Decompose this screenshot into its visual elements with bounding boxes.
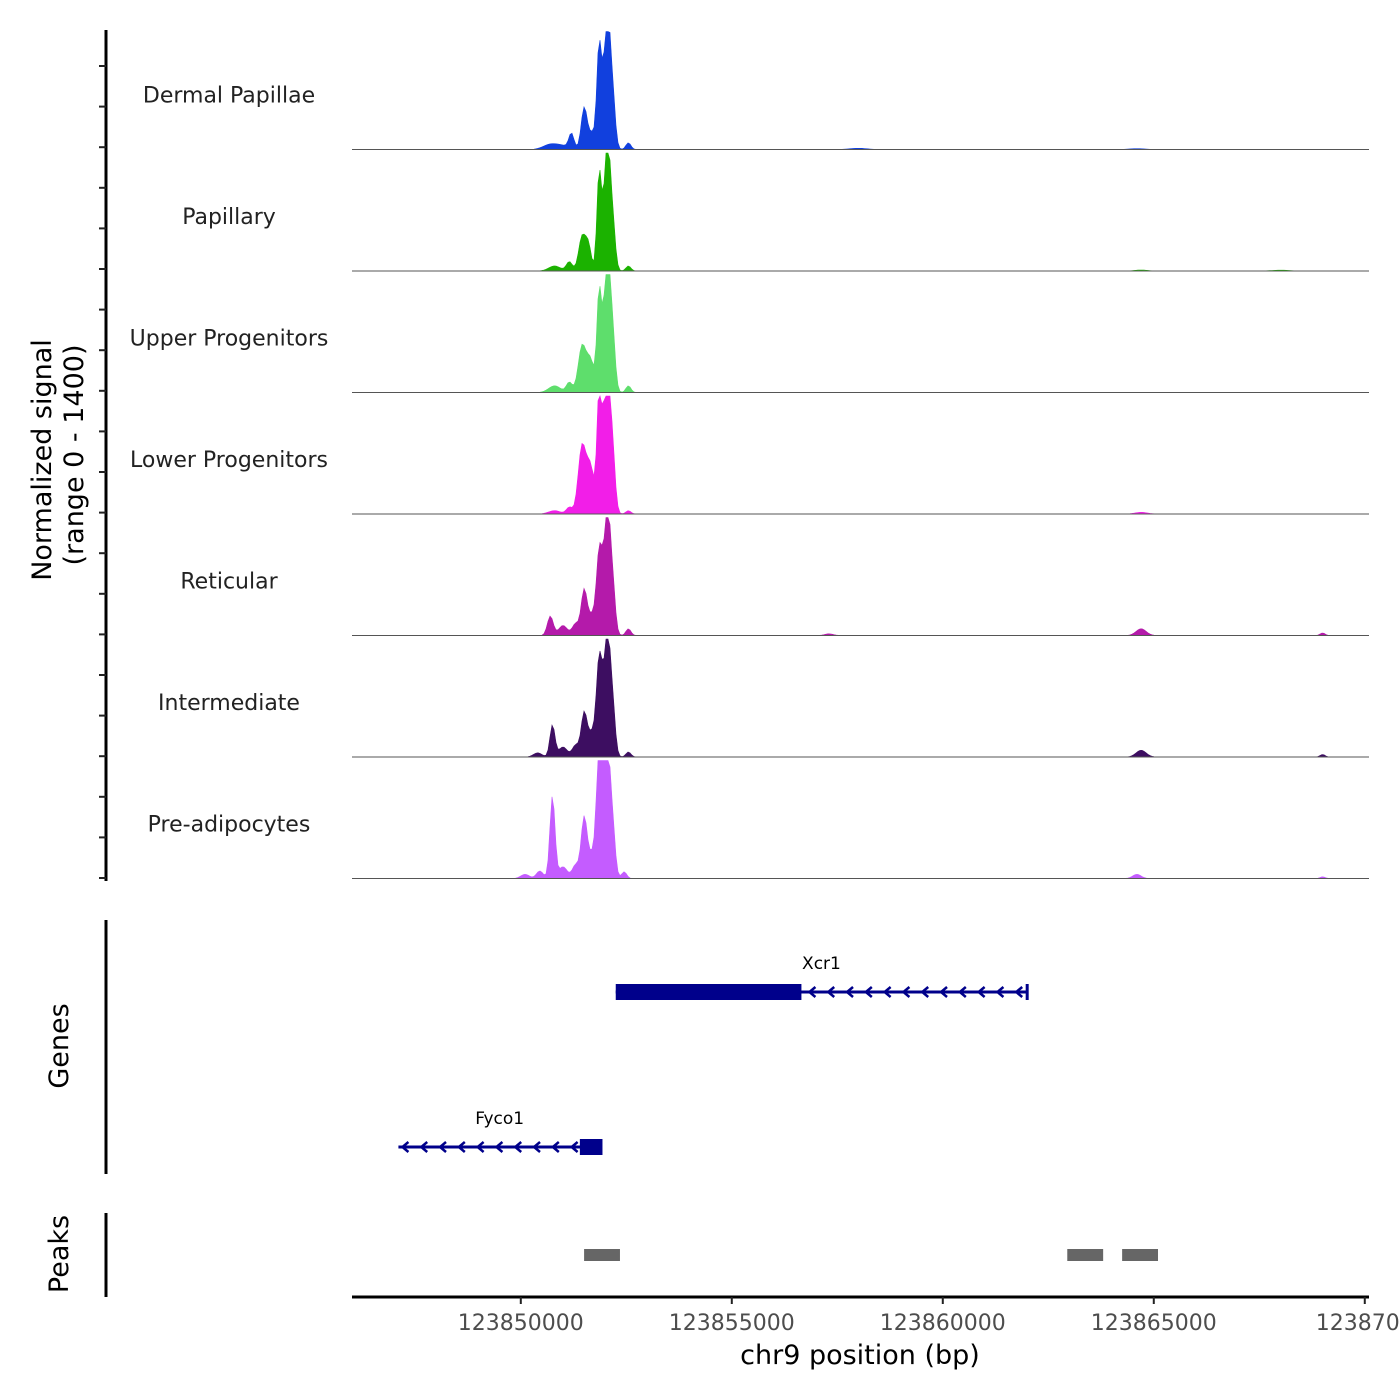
peaks-axis-label: Peaks	[44, 1215, 75, 1293]
track-label: Upper Progenitors	[130, 327, 329, 352]
track-papillary: Papillary	[182, 152, 1369, 272]
track-reticular: Reticular	[180, 517, 1369, 636]
track-lower-progenitors: Lower Progenitors	[130, 395, 1369, 515]
peak-region	[1067, 1249, 1104, 1261]
gene-xcr1: Xcr1	[615, 954, 1029, 1000]
strand-arrow	[1014, 986, 1024, 998]
track-label: Intermediate	[158, 691, 300, 716]
strand-arrow	[807, 986, 817, 998]
gene-exon	[579, 1139, 601, 1155]
x-tick-label: 123855000	[669, 1311, 795, 1336]
track-label: Dermal Papillae	[143, 84, 315, 109]
strand-arrow	[957, 986, 967, 998]
signal-area	[352, 31, 1369, 150]
strand-arrow	[550, 1141, 560, 1153]
strand-arrow	[438, 1141, 447, 1153]
strand-arrow	[976, 986, 986, 998]
x-tick-label: 123865000	[1091, 1311, 1217, 1336]
x-axis: 123850000 123855000 123860000 123865000 1238…	[352, 1295, 1400, 1336]
track-pre-adipocytes: Pre-adipocytes	[148, 760, 1369, 879]
signal-area	[352, 517, 1369, 636]
track-dermal-papillae: Dermal Papillae	[143, 31, 1369, 150]
strand-arrow	[419, 1141, 429, 1153]
strand-arrow	[845, 986, 854, 998]
x-tick-label: 123850000	[458, 1311, 584, 1336]
strand-arrow	[513, 1141, 523, 1153]
signal-y-axis	[99, 30, 108, 881]
strand-arrow	[882, 986, 892, 998]
strand-arrow	[456, 1141, 466, 1153]
x-axis-label: chr9 position (bp)	[740, 1340, 980, 1371]
x-tick-label: 1238700	[1316, 1311, 1400, 1336]
peak-region	[1122, 1249, 1159, 1261]
signal-area	[352, 152, 1369, 272]
strand-arrow	[400, 1141, 410, 1153]
x-tick-label: 123860000	[880, 1311, 1006, 1336]
peaks-track	[584, 1249, 1159, 1261]
gene-label: Xcr1	[802, 954, 841, 974]
gene-exon	[615, 984, 802, 1000]
track-label: Papillary	[182, 205, 276, 230]
genes-track: Xcr1 Fyco1	[398, 954, 1029, 1155]
track-label: Pre-adipocytes	[148, 813, 311, 838]
strand-arrow	[939, 986, 948, 998]
signal-area	[352, 274, 1369, 393]
signal-area	[352, 395, 1369, 515]
strand-arrow	[532, 1141, 541, 1153]
y-axis-label-line1: Normalized signal	[27, 339, 58, 581]
track-label: Lower Progenitors	[130, 448, 328, 473]
strand-arrow	[863, 986, 873, 998]
track-upper-progenitors: Upper Progenitors	[130, 274, 1369, 393]
track-label: Reticular	[180, 570, 278, 595]
signal-area	[352, 638, 1369, 758]
signal-area	[352, 760, 1369, 879]
strand-arrow	[826, 986, 836, 998]
strand-arrow	[995, 986, 1005, 998]
strand-arrow	[569, 1141, 579, 1153]
signal-tracks: Dermal Papillae Papillary Upper Progenitor…	[130, 31, 1369, 879]
y-axis-label-line2: (range 0 - 1400)	[59, 345, 90, 566]
gene-label: Fyco1	[475, 1109, 524, 1129]
gene-fyco1: Fyco1	[398, 1109, 603, 1155]
strand-arrow	[475, 1141, 485, 1153]
strand-arrow	[920, 986, 930, 998]
track-intermediate: Intermediate	[158, 638, 1369, 758]
strand-arrow	[494, 1141, 504, 1153]
genes-axis-label: Genes	[44, 1003, 75, 1088]
peak-region	[584, 1249, 620, 1261]
strand-arrow	[901, 986, 911, 998]
